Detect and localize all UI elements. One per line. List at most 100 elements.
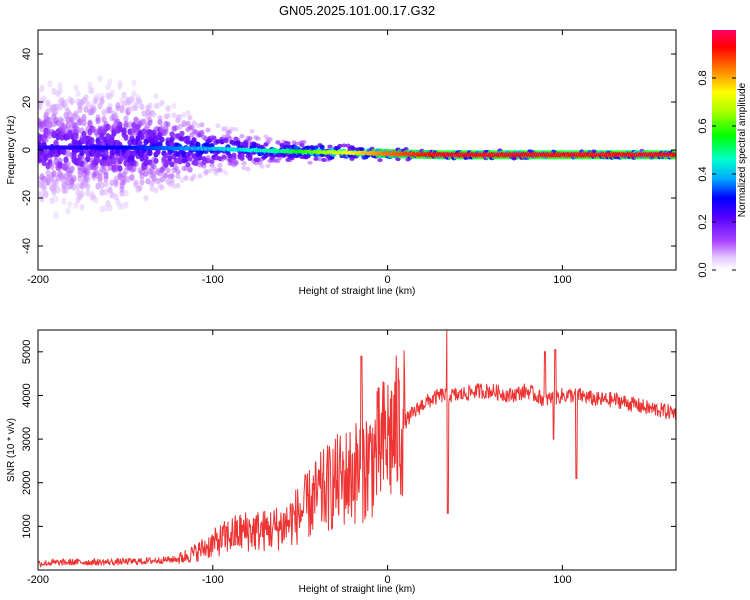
spectrogram-blob <box>197 173 203 179</box>
spectrogram-blob <box>187 114 193 121</box>
x-tick-label: -100 <box>202 274 224 286</box>
spectrogram-blob <box>255 136 261 141</box>
spectrogram-blob <box>49 197 55 205</box>
spectrogram-blob <box>137 139 143 147</box>
spectrogram-blob <box>119 189 125 197</box>
spectrogram-blob <box>55 186 61 194</box>
y-tick-label: 0 <box>21 147 33 153</box>
spectrogram-blob <box>349 157 355 161</box>
spectrogram-x-axis-title: Height of straight line (km) <box>299 286 416 297</box>
spectrogram-blob <box>171 183 177 189</box>
spectrogram-blob <box>185 120 191 127</box>
spectrogram-blob <box>91 106 97 113</box>
y-tick-label: -40 <box>21 238 33 254</box>
spectrogram-blob <box>43 190 49 198</box>
spectrogram-blob <box>147 149 153 157</box>
spectrogram-blob <box>97 150 103 157</box>
spectrogram-blob <box>235 140 241 145</box>
spectrogram-blob <box>223 126 229 131</box>
spectrogram-blob <box>141 110 147 117</box>
spectrogram-blob <box>285 141 291 146</box>
spectrogram-blob <box>127 105 133 113</box>
spectrogram-blob <box>199 129 205 135</box>
spectrogram-blob <box>123 115 129 123</box>
spectrogram-blob <box>95 92 101 100</box>
spectrogram-blob <box>109 139 115 147</box>
y-tick-label: -20 <box>21 190 33 206</box>
spectrogram-blob <box>55 133 61 141</box>
figure-title: GN05.2025.101.00.17.G32 <box>279 3 435 18</box>
spectrogram-blob <box>153 187 159 194</box>
spectrogram-blob <box>165 104 171 111</box>
spectrogram-blob <box>209 159 215 165</box>
spectrogram-blob <box>197 155 203 161</box>
spectrogram-blob <box>83 163 89 171</box>
spectrogram-blob <box>185 139 191 145</box>
spectrogram-blob <box>217 167 223 173</box>
spectrogram-blob <box>155 102 161 109</box>
spectrogram-blob <box>113 112 119 120</box>
spectrogram-blob <box>267 137 273 142</box>
spectrogram-blob <box>151 163 157 170</box>
spectrogram-blob <box>247 136 253 141</box>
spectrogram-blob <box>173 159 179 165</box>
spectrogram-blob <box>79 203 85 211</box>
spectrogram-blob <box>191 120 197 126</box>
x-tick-label: 100 <box>553 274 571 286</box>
spectrogram-blob <box>265 163 271 168</box>
spectrogram-blob <box>43 135 49 143</box>
spectrogram-blob <box>73 84 79 92</box>
spectrogram-blob <box>81 130 87 138</box>
spectrogram-blob <box>101 115 107 123</box>
spectrogram-blob <box>113 193 119 201</box>
spectrogram-blob <box>57 82 63 90</box>
spectrogram-blob <box>133 104 139 112</box>
spectrogram-blob <box>57 103 63 111</box>
spectrogram-blob <box>227 136 233 141</box>
spectrogram-blob <box>133 160 139 168</box>
spectrogram-blob <box>289 153 295 158</box>
spectrogram-blob <box>317 157 323 162</box>
spectrogram-blob <box>165 112 171 119</box>
spectrogram-blob <box>73 134 79 142</box>
spectrogram-blob <box>171 112 177 119</box>
spectrogram-blob <box>41 95 47 103</box>
spectrogram-blob <box>53 195 59 203</box>
snr-frame <box>37 329 677 571</box>
spectrogram-blob <box>149 185 155 192</box>
spectrogram-blob <box>319 145 325 150</box>
spectrogram-blob <box>99 182 105 190</box>
spectrogram-blob <box>165 121 171 128</box>
spectrogram-blob <box>151 111 157 118</box>
spectrogram-blob <box>75 90 81 98</box>
spectrogram-blob <box>187 166 193 172</box>
spectrogram-blob <box>67 111 73 119</box>
spectrogram-blob <box>175 182 181 189</box>
snr-x-ticks: -200 -100 0 100 <box>27 330 572 586</box>
spectrogram-blob <box>209 162 215 168</box>
x-tick-label: 0 <box>385 274 391 286</box>
spectrogram-blob <box>157 115 163 122</box>
spectrogram-blob <box>53 108 59 116</box>
spectrogram-blob <box>41 184 47 192</box>
spectrogram-blob <box>95 117 101 125</box>
spectrogram-blob <box>341 143 347 148</box>
spectrogram-blob <box>61 148 67 156</box>
spectrogram-heatmap <box>38 75 676 220</box>
spectrogram-blob <box>119 202 125 210</box>
spectrogram-blob <box>103 180 109 188</box>
spectrogram-blob <box>77 171 83 179</box>
spectrogram-blob <box>39 190 45 198</box>
spectrogram-blob <box>137 184 143 192</box>
spectrogram-blob <box>131 79 137 87</box>
spectrogram-blob <box>45 169 51 177</box>
spectrogram-blob <box>79 190 85 198</box>
colorbar-tick-label: 0.8 <box>697 70 709 85</box>
spectrogram-blob <box>99 205 105 213</box>
spectrogram-blob <box>321 157 327 162</box>
spectrogram-blob <box>131 165 137 173</box>
spectrogram-blob <box>215 123 221 129</box>
spectrogram-blob <box>153 92 159 100</box>
